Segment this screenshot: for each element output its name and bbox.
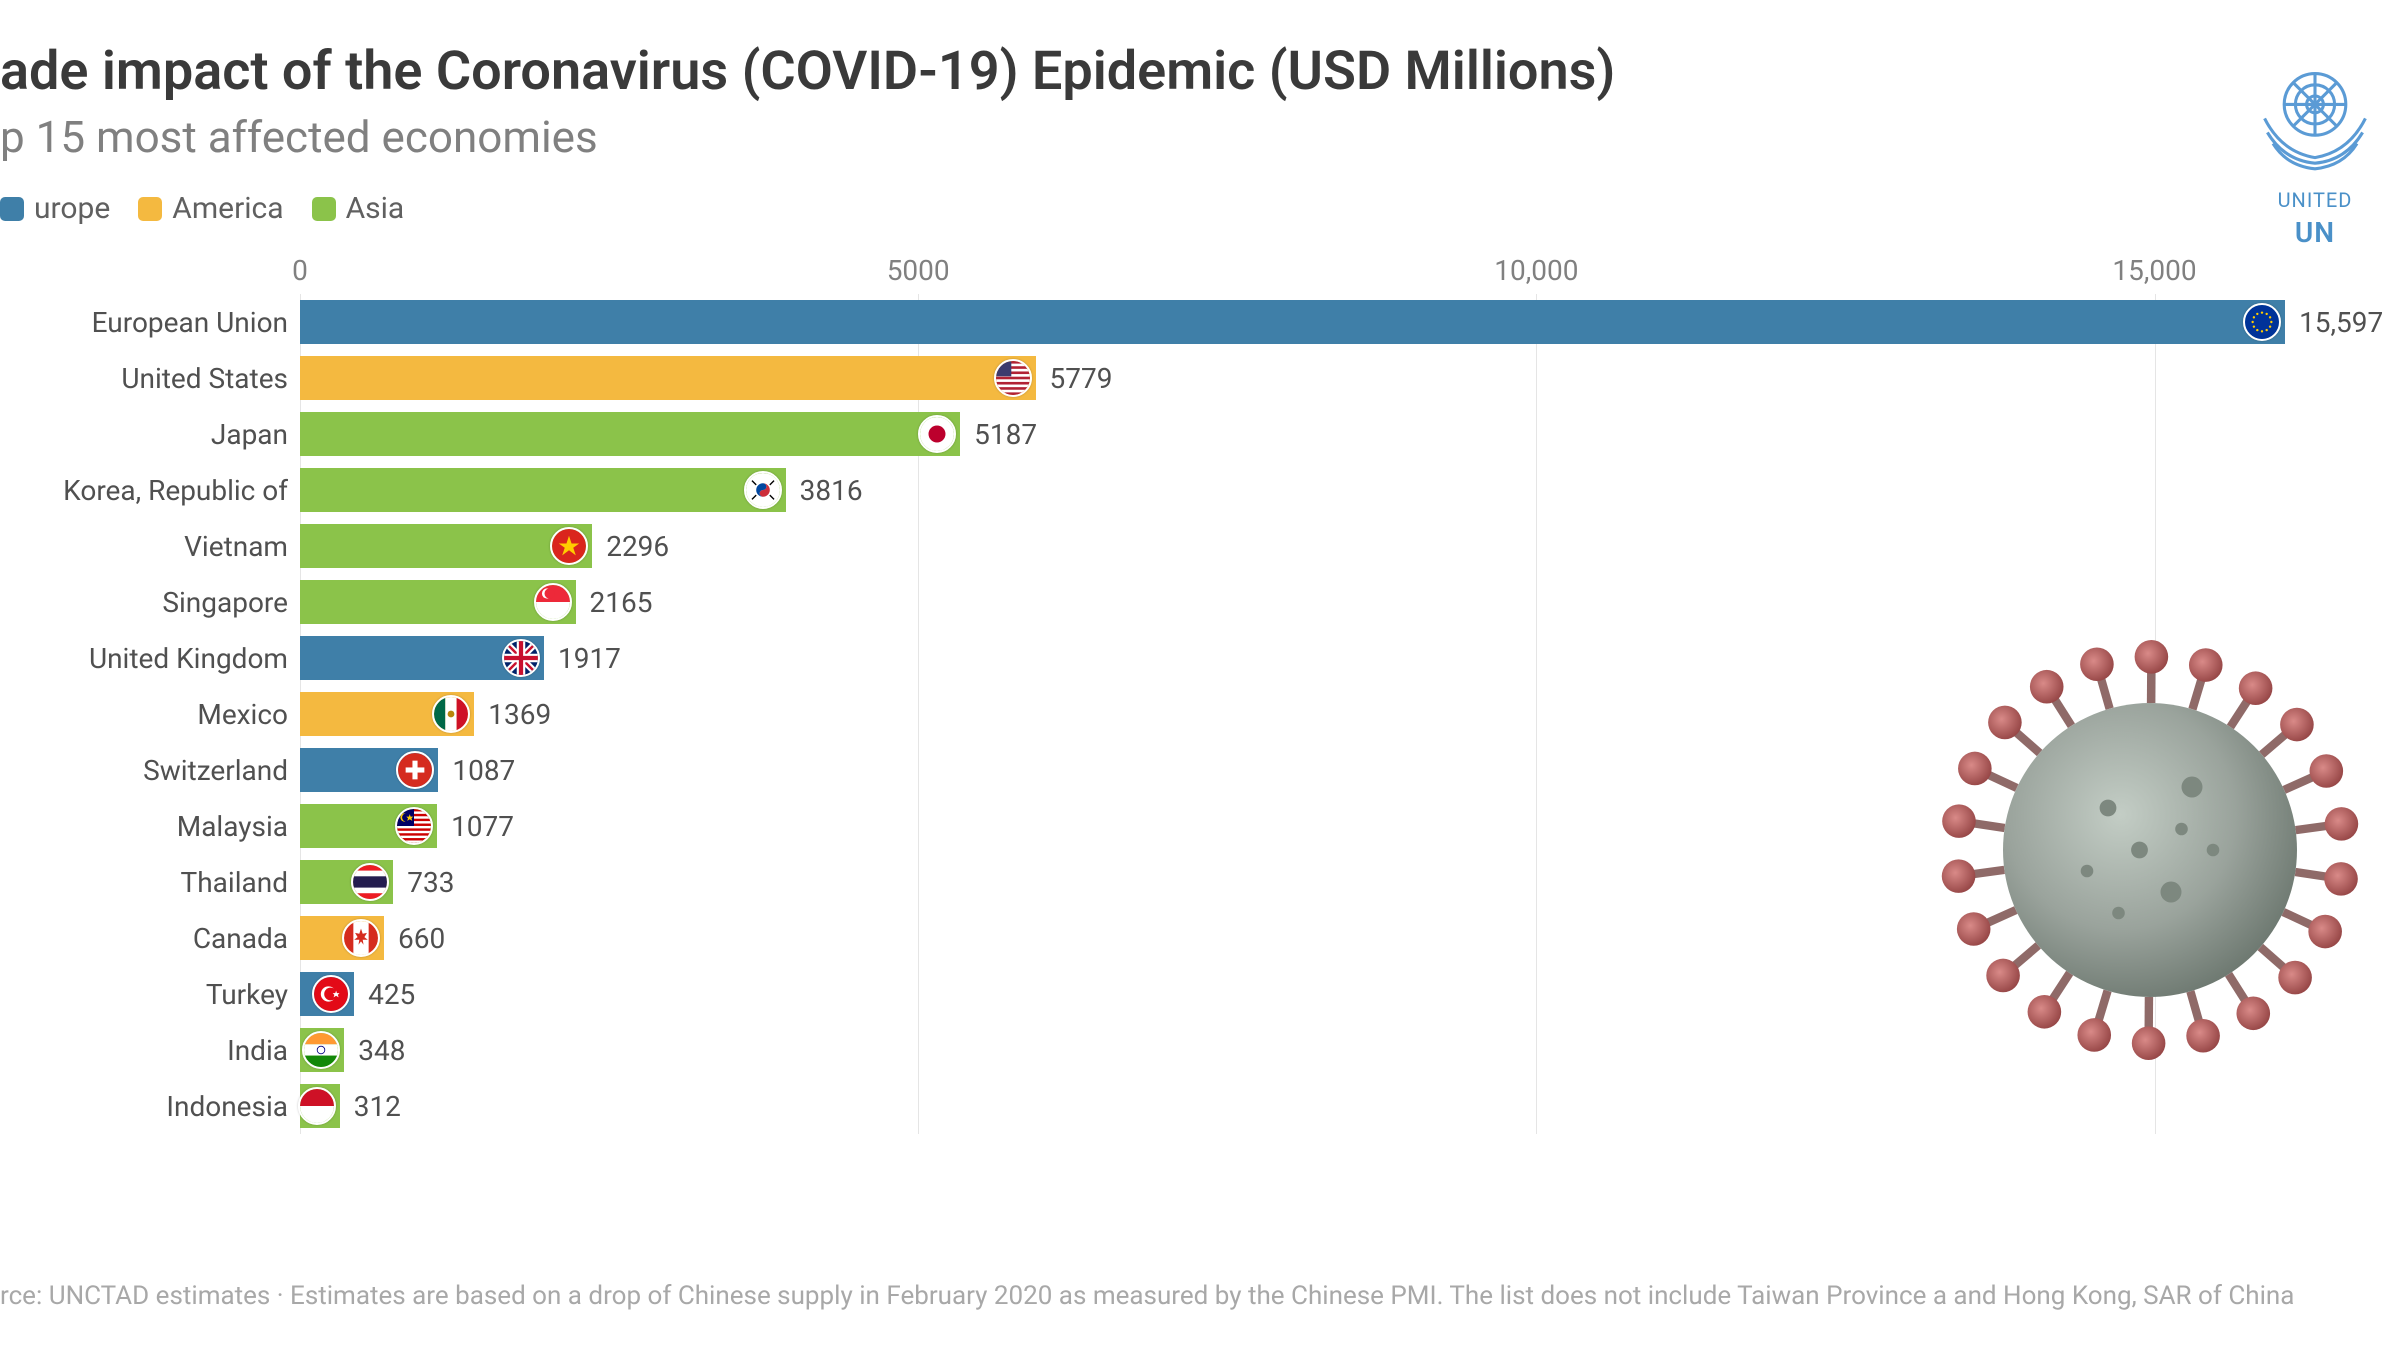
bar: 312	[300, 1084, 340, 1128]
row-label: Switzerland	[0, 754, 300, 787]
legend-label: Asia	[346, 191, 405, 226]
chart-header: ade impact of the Coronavirus (COVID-19)…	[0, 0, 2400, 254]
axis-tick: 10,000	[1494, 254, 1578, 287]
bar-value: 733	[407, 866, 454, 899]
row-label: Thailand	[0, 866, 300, 899]
bar-area: 2296	[300, 518, 2400, 574]
chart-row: Japan5187	[0, 406, 2400, 462]
bar: 1369	[300, 692, 474, 736]
legend-item: urope	[0, 191, 110, 226]
bar-value: 348	[358, 1034, 405, 1067]
bar-value: 15,597	[2299, 306, 2383, 339]
bar-value: 312	[354, 1090, 401, 1123]
bar: 425	[300, 972, 354, 1016]
row-label: Malaysia	[0, 810, 300, 843]
legend-item: America	[138, 191, 283, 226]
bar-value: 660	[398, 922, 445, 955]
row-label: Singapore	[0, 586, 300, 619]
flag-icon	[432, 695, 470, 733]
flag-icon	[302, 1031, 340, 1069]
row-label: Mexico	[0, 698, 300, 731]
bar-value: 5187	[974, 418, 1037, 451]
flag-icon	[395, 807, 433, 845]
coronavirus-illustration	[1940, 640, 2360, 1060]
bar-value: 1077	[451, 810, 514, 843]
bar-area: 15,597	[300, 294, 2400, 350]
bar: 1087	[300, 748, 438, 792]
axis-tick: 15,000	[2112, 254, 2196, 287]
legend-swatch	[0, 197, 24, 221]
chart-footnote: rce: UNCTAD estimates · Estimates are ba…	[0, 1278, 2360, 1314]
bar-area: 312	[300, 1078, 2400, 1134]
row-label: Korea, Republic of	[0, 474, 300, 507]
x-axis: 0500010,00015,000	[300, 254, 2340, 294]
chart-subtitle: p 15 most affected economies	[0, 111, 2400, 163]
legend-swatch	[138, 197, 162, 221]
chart-row: Singapore2165	[0, 574, 2400, 630]
row-label: India	[0, 1034, 300, 1067]
un-laurel-icon	[2245, 40, 2385, 180]
bar-value: 425	[368, 978, 415, 1011]
bar-value: 3816	[800, 474, 863, 507]
bar: 5187	[300, 412, 960, 456]
bar-value: 2165	[590, 586, 653, 619]
bar: 660	[300, 916, 384, 960]
logo-text-1: UNITED	[2230, 188, 2400, 212]
flag-icon	[342, 919, 380, 957]
flag-icon	[994, 359, 1032, 397]
axis-tick: 5000	[887, 254, 950, 287]
flag-icon	[396, 751, 434, 789]
chart-row: Vietnam2296	[0, 518, 2400, 574]
flag-icon	[312, 975, 350, 1013]
bar: 348	[300, 1028, 344, 1072]
bar: 3816	[300, 468, 786, 512]
chart-row: European Union15,597	[0, 294, 2400, 350]
row-label: United States	[0, 362, 300, 395]
bar-value: 1087	[452, 754, 515, 787]
bar: 1077	[300, 804, 437, 848]
row-label: Indonesia	[0, 1090, 300, 1123]
flag-icon	[534, 583, 572, 621]
bar: 733	[300, 860, 393, 904]
chart-title: ade impact of the Coronavirus (COVID-19)…	[0, 40, 2400, 103]
bar-value: 1917	[558, 642, 621, 675]
un-logo: UNITED UN	[2230, 40, 2400, 249]
flag-icon	[550, 527, 588, 565]
bar-area: 3816	[300, 462, 2400, 518]
axis-tick: 0	[292, 254, 308, 287]
bar-area: 5187	[300, 406, 2400, 462]
bar-value: 1369	[488, 698, 551, 731]
flag-icon	[351, 863, 389, 901]
flag-icon	[2243, 303, 2281, 341]
bar: 2165	[300, 580, 576, 624]
chart-legend: urope America Asia	[0, 191, 2400, 226]
chart-row: Korea, Republic of3816	[0, 462, 2400, 518]
legend-label: America	[172, 191, 283, 226]
chart-row: Indonesia312	[0, 1078, 2400, 1134]
bar-value: 2296	[606, 530, 669, 563]
bar: 1917	[300, 636, 544, 680]
bar-area: 2165	[300, 574, 2400, 630]
flag-icon	[502, 639, 540, 677]
bar: 5779	[300, 356, 1036, 400]
bar-value: 5779	[1050, 362, 1113, 395]
row-label: United Kingdom	[0, 642, 300, 675]
row-label: Canada	[0, 922, 300, 955]
bar: 2296	[300, 524, 592, 568]
row-label: Japan	[0, 418, 300, 451]
row-label: Turkey	[0, 978, 300, 1011]
legend-swatch	[312, 197, 336, 221]
legend-label: urope	[34, 191, 110, 226]
row-label: European Union	[0, 306, 300, 339]
flag-icon	[918, 415, 956, 453]
bar-area: 5779	[300, 350, 2400, 406]
chart-row: United States5779	[0, 350, 2400, 406]
bar: 15,597	[300, 300, 2285, 344]
logo-text-2: UN	[2230, 216, 2400, 249]
legend-item: Asia	[312, 191, 405, 226]
flag-icon	[744, 471, 782, 509]
flag-icon	[298, 1087, 336, 1125]
row-label: Vietnam	[0, 530, 300, 563]
